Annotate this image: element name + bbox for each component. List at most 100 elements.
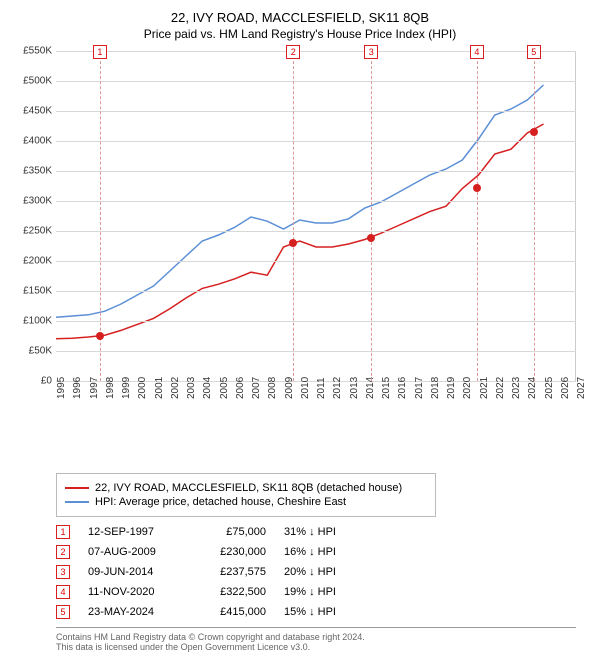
transaction-delta: 20% ↓ HPI [284,566,374,578]
gridline [56,321,576,322]
x-axis-label: 2015 [381,369,392,399]
gridline [56,291,576,292]
legend-label: 22, IVY ROAD, MACCLESFIELD, SK11 8QB (de… [95,482,402,494]
legend-swatch [65,487,89,489]
x-axis-label: 2020 [462,369,473,399]
x-axis-label: 2013 [349,369,360,399]
transaction-row: 3 09-JUN-2014 £237,575 20% ↓ HPI [56,565,588,579]
transaction-date: 11-NOV-2020 [88,586,178,598]
transaction-date: 12-SEP-1997 [88,526,178,538]
sale-reference-line [477,51,478,381]
x-axis-label: 2004 [202,369,213,399]
x-axis-label: 2017 [414,369,425,399]
x-axis-label: 2010 [300,369,311,399]
gridline [56,111,576,112]
transaction-row: 1 12-SEP-1997 £75,000 31% ↓ HPI [56,525,588,539]
transactions-table: 1 12-SEP-1997 £75,000 31% ↓ HPI 2 07-AUG-2009… [56,525,588,619]
legend-entry: HPI: Average price, detached house, Ches… [65,496,427,508]
sale-marker-box: 3 [364,45,378,59]
chart-area: £0£50K£100K£150K£200K£250K£300K£350K£400… [12,47,588,427]
x-axis-label: 2021 [479,369,490,399]
chart-subtitle: Price paid vs. HM Land Registry's House … [12,27,588,41]
gridline [56,51,576,52]
x-axis-label: 1997 [89,369,100,399]
transaction-date: 07-AUG-2009 [88,546,178,558]
x-axis-label: 2027 [576,369,587,399]
transaction-marker: 4 [56,585,70,599]
sale-reference-line [371,51,372,381]
x-axis-label: 2008 [267,369,278,399]
y-axis-label: £50K [12,346,52,357]
transaction-price: £230,000 [196,546,266,558]
x-axis-label: 2000 [137,369,148,399]
transaction-marker: 1 [56,525,70,539]
sale-dot [473,184,481,192]
footer: Contains HM Land Registry data © Crown c… [56,627,576,652]
transaction-delta: 16% ↓ HPI [284,546,374,558]
x-axis-label: 2002 [170,369,181,399]
gridline [56,141,576,142]
footer-line: Contains HM Land Registry data © Crown c… [56,632,576,642]
x-axis-label: 2011 [316,369,327,399]
x-axis-label: 2022 [495,369,506,399]
transaction-marker: 2 [56,545,70,559]
x-axis-label: 1996 [72,369,83,399]
sale-marker-box: 4 [470,45,484,59]
y-axis-label: £300K [12,196,52,207]
transaction-delta: 15% ↓ HPI [284,606,374,618]
chart-plot [56,51,576,381]
y-axis-label: £550K [12,46,52,57]
gridline [56,201,576,202]
y-axis-label: £400K [12,136,52,147]
x-axis-label: 1998 [105,369,116,399]
sale-dot [530,128,538,136]
gridline [56,351,576,352]
x-axis-label: 2006 [235,369,246,399]
sale-marker-box: 2 [286,45,300,59]
x-axis-label: 2016 [397,369,408,399]
sale-dot [96,332,104,340]
transaction-row: 523-MAY-2024£415,00015% ↓ HPI [56,605,588,619]
transaction-date: 23-MAY-2024 [88,606,178,618]
sale-reference-line [534,51,535,381]
y-axis-label: £500K [12,76,52,87]
transaction-marker: 3 [56,565,70,579]
transaction-price: £415,000 [196,606,266,618]
transaction-price: £237,575 [196,566,266,578]
gridline [56,171,576,172]
y-axis-label: £250K [12,226,52,237]
x-axis-label: 2007 [251,369,262,399]
x-axis-label: 2023 [511,369,522,399]
gridline [56,81,576,82]
transaction-row: 4 11-NOV-2020 £322,500 19% ↓ HPI [56,585,588,599]
transaction-delta: 31% ↓ HPI [284,526,374,538]
y-axis-label: £0 [12,376,52,387]
transaction-price: £322,500 [196,586,266,598]
y-axis-label: £450K [12,106,52,117]
x-axis-label: 2026 [560,369,571,399]
legend: 22, IVY ROAD, MACCLESFIELD, SK11 8QB (de… [56,473,436,517]
sale-reference-line [293,51,294,381]
x-axis-label: 2014 [365,369,376,399]
sale-dot [289,239,297,247]
sale-dot [367,234,375,242]
x-axis-label: 2005 [219,369,230,399]
gridline [56,231,576,232]
y-axis-label: £150K [12,286,52,297]
chart-title: 22, IVY ROAD, MACCLESFIELD, SK11 8QB [12,10,588,25]
x-axis-label: 2012 [332,369,343,399]
x-axis-label: 2024 [527,369,538,399]
y-axis-label: £350K [12,166,52,177]
x-axis-label: 2019 [446,369,457,399]
y-axis-label: £200K [12,256,52,267]
transaction-delta: 19% ↓ HPI [284,586,374,598]
transaction-price: £75,000 [196,526,266,538]
legend-swatch [65,501,89,503]
footer-line: This data is licensed under the Open Gov… [56,642,576,652]
x-axis-label: 2003 [186,369,197,399]
x-axis-label: 2018 [430,369,441,399]
transaction-date: 09-JUN-2014 [88,566,178,578]
legend-entry: 22, IVY ROAD, MACCLESFIELD, SK11 8QB (de… [65,482,427,494]
x-axis-label: 1995 [56,369,67,399]
x-axis-label: 2001 [154,369,165,399]
